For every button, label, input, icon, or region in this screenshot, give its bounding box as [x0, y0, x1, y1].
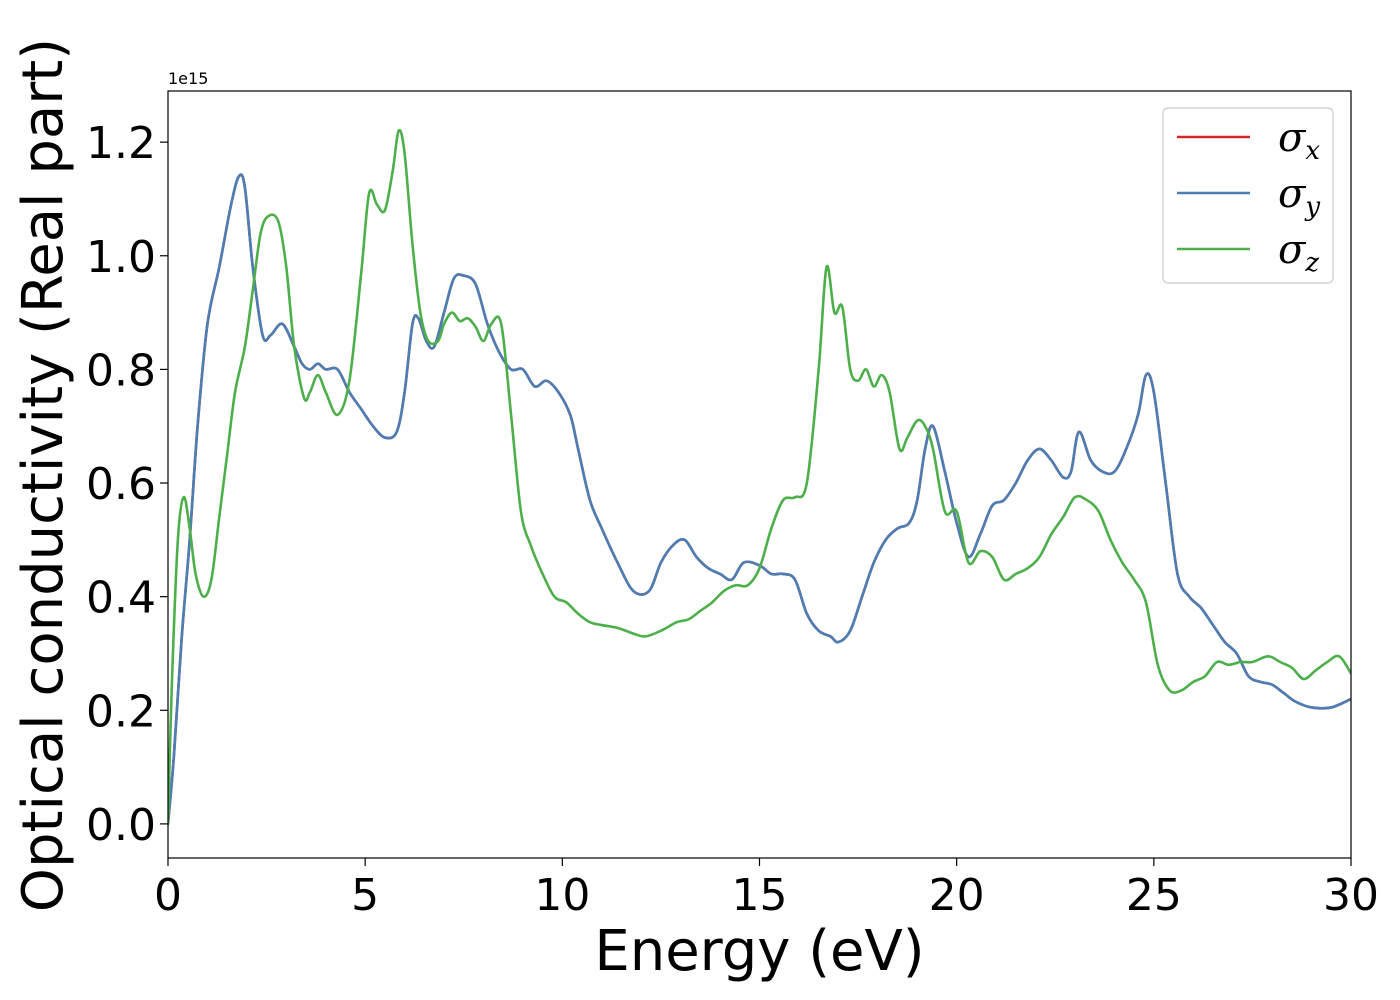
legend-label-z: σz [1278, 227, 1319, 278]
x-tick-label: 20 [929, 870, 985, 921]
y-axis-title: Optical conductivity (Real part) [11, 38, 76, 912]
legend-box [1162, 107, 1334, 284]
y-tick-label: 0.6 [86, 459, 156, 510]
x-axis: 0 5 10 15 20 25 30 [154, 858, 1379, 921]
x-tick-label: 10 [534, 870, 590, 921]
y-tick-label: 1.0 [86, 232, 156, 283]
x-tick-label: 5 [351, 870, 379, 921]
y-offset-label: 1e15 [168, 69, 208, 88]
y-tick-label: 0.0 [86, 800, 156, 851]
y-tick-label: 1.2 [86, 118, 156, 169]
x-tick-label: 30 [1323, 870, 1379, 921]
series-line-z [168, 128, 1351, 826]
x-tick-label: 0 [154, 870, 182, 921]
y-tick-label: 0.8 [86, 345, 156, 396]
x-tick-label: 15 [732, 870, 788, 921]
x-tick-label: 25 [1126, 870, 1182, 921]
series-layer [168, 128, 1351, 826]
y-axis: 0.0 0.2 0.4 0.6 0.8 1.0 1.2 [86, 118, 168, 851]
series-line-y [168, 173, 1351, 826]
y-tick-label: 0.2 [86, 686, 156, 737]
x-axis-title: Energy (eV) [594, 919, 924, 984]
y-tick-label: 0.4 [86, 573, 156, 624]
